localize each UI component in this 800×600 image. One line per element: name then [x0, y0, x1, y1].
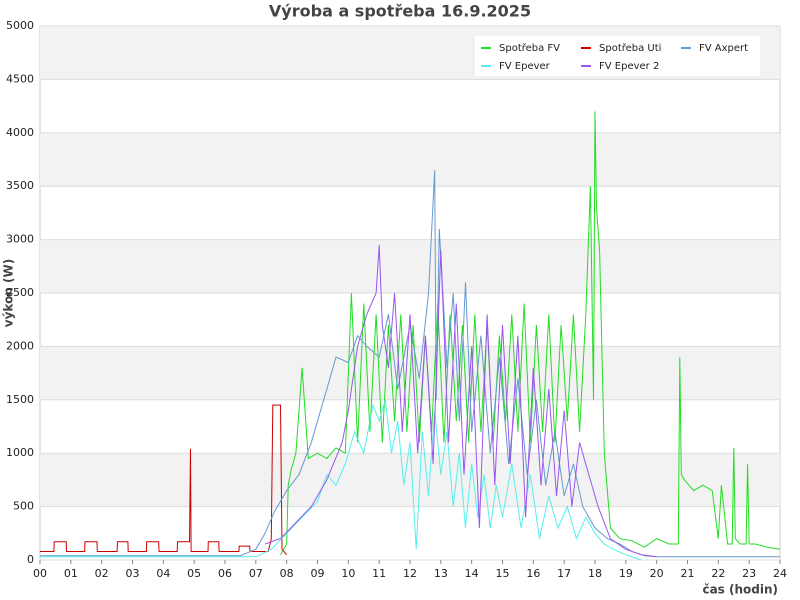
x-tick-label: 00 [33, 567, 47, 580]
x-tick-label: 09 [311, 567, 325, 580]
y-tick-label: 3000 [6, 233, 34, 246]
series-line [280, 111, 781, 555]
y-tick-label: 500 [13, 500, 34, 513]
x-tick-label: 20 [650, 567, 664, 580]
y-tick-label: 2000 [6, 339, 34, 352]
x-tick-label: 24 [773, 567, 787, 580]
x-tick-label: 17 [557, 567, 571, 580]
x-tick-label: 14 [465, 567, 479, 580]
x-tick-label: 18 [588, 567, 602, 580]
grid-band [40, 132, 780, 187]
x-tick-label: 19 [619, 567, 633, 580]
x-tick-label: 13 [434, 567, 448, 580]
legend: Spotřeba FV Spotřeba Uti FV Axpert FV Epeve… [475, 36, 760, 76]
x-tick-label: 10 [341, 567, 355, 580]
x-tick-label: 03 [126, 567, 140, 580]
x-tick-label: 11 [372, 567, 386, 580]
grid-band [40, 453, 780, 507]
chart-title: Výroba a spotřeba 16.9.2025 [269, 2, 531, 21]
x-tick-label: 22 [711, 567, 725, 580]
x-tick-label: 01 [64, 567, 78, 580]
legend-label: Spotřeba FV [499, 42, 560, 54]
x-tick-label: 07 [249, 567, 263, 580]
y-axis-label: výkon (W) [2, 259, 16, 327]
plot-background [39, 25, 781, 561]
legend-box [475, 36, 760, 76]
x-axis-label: čas (hodin) [702, 583, 778, 597]
y-tick-label: 0 [27, 553, 34, 566]
x-tick-label: 12 [403, 567, 417, 580]
legend-label: FV Epever 2 [599, 61, 659, 72]
x-tick-label: 21 [681, 567, 695, 580]
x-tick-label: 15 [496, 567, 510, 580]
legend-label: FV Epever [499, 61, 551, 72]
x-tick-label: 08 [280, 567, 294, 580]
series-line [264, 244, 657, 558]
x-tick-label: 02 [95, 567, 109, 580]
y-tick-label: 4500 [6, 72, 34, 85]
x-tick-label: 05 [187, 567, 201, 580]
y-tick-label: 4000 [6, 126, 34, 139]
y-tick-label: 3500 [6, 179, 34, 192]
grid-band [40, 239, 780, 293]
x-tick-label: 06 [218, 567, 232, 580]
x-tick-label: 16 [526, 567, 540, 580]
series-line [40, 170, 780, 558]
legend-label: Spotřeba Uti [599, 42, 661, 54]
series-line [40, 404, 288, 556]
y-tick-label: 1000 [6, 446, 34, 459]
y-tick-label: 5000 [6, 19, 34, 32]
x-tick-label: 04 [156, 567, 170, 580]
series-line [40, 399, 642, 561]
y-tick-label: 2500 [6, 286, 34, 299]
legend-label: FV Axpert [699, 43, 748, 54]
y-tick-label: 1500 [6, 393, 34, 406]
x-tick-label: 23 [742, 567, 756, 580]
